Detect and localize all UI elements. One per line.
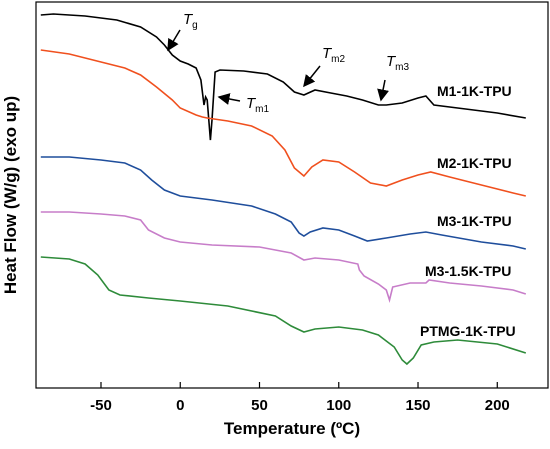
x-tick-label: 150 [406, 397, 431, 414]
series-line [40, 49, 526, 197]
series-line [40, 211, 527, 303]
annotation: Tm1 [246, 95, 270, 115]
annotation-symbol: T [246, 95, 257, 112]
annotation-arrow [377, 79, 389, 102]
annotation-arrow [303, 65, 321, 88]
series-label: M3-1.5K-TPU [425, 263, 511, 279]
annotation: Tg [183, 11, 198, 31]
series-label: PTMG-1K-TPU [420, 323, 516, 339]
annotation-symbol: T [322, 45, 333, 62]
x-axis-label: Temperature (ºC) [224, 419, 360, 438]
annotation: Tm2 [322, 45, 346, 65]
annotation-symbol: T [386, 53, 397, 70]
series-label: M2-1K-TPU [437, 155, 512, 171]
x-tick-label: 0 [176, 397, 184, 414]
annotation: Tm3 [386, 53, 410, 73]
x-tick-label: -50 [90, 397, 112, 414]
annotation-arrow [167, 29, 181, 52]
annotation-subscript: m1 [255, 104, 269, 115]
annotation-subscript: g [192, 20, 198, 31]
plot-frame [35, 1, 549, 389]
y-axis-label: Heat Flow (W/g) (exo up) [1, 96, 20, 294]
series-line [40, 256, 527, 366]
x-tick-label: 100 [326, 397, 351, 414]
series-line [40, 156, 526, 250]
annotation-symbol: T [183, 11, 194, 28]
x-tick-label: 200 [485, 397, 510, 414]
annotation-subscript: m2 [331, 54, 345, 65]
series-label: M1-1K-TPU [437, 83, 512, 99]
x-tick-label: 50 [251, 397, 268, 414]
series-label: M3-1K-TPU [437, 213, 512, 229]
series-line [40, 13, 526, 141]
annotation-arrow [217, 93, 241, 105]
annotation-subscript: m3 [395, 62, 409, 73]
